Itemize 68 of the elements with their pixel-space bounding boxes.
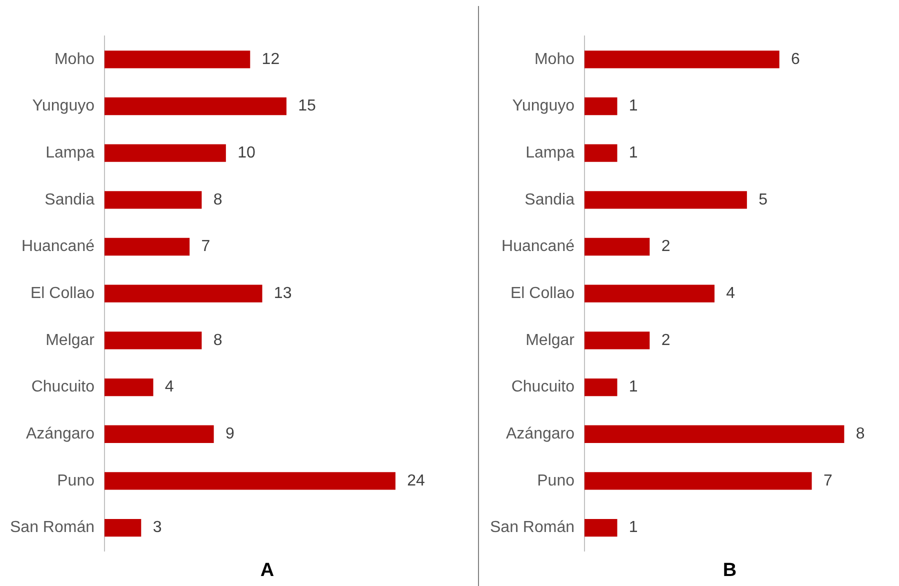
data-label: 4 [164, 378, 174, 396]
bar [584, 238, 650, 256]
data-label: 4 [726, 285, 736, 302]
y-tick-label: Azángaro [506, 426, 575, 443]
data-label: 2 [661, 238, 670, 256]
bar [584, 284, 715, 302]
bar [584, 332, 650, 350]
x-axis-title: A [260, 560, 274, 581]
bar [104, 191, 202, 209]
bar [104, 144, 226, 162]
data-label: 7 [823, 472, 832, 490]
bar [584, 97, 618, 116]
y-tick-label: El Collao [30, 285, 95, 302]
y-tick-label: San Román [490, 519, 574, 536]
y-tick-label: San Román [10, 519, 94, 536]
y-tick-label: Lampa [46, 144, 95, 162]
data-label: 9 [225, 426, 234, 443]
x-axis-title: B [722, 560, 737, 581]
bar [104, 472, 396, 490]
y-tick-label: Chucuito [31, 378, 95, 396]
bar [584, 50, 780, 68]
data-label: 15 [298, 98, 316, 115]
y-tick-label: Huancané [502, 238, 575, 256]
data-label: 2 [661, 332, 670, 349]
bar [584, 425, 844, 443]
y-tick-label: Melgar [46, 332, 96, 349]
data-label: 8 [856, 426, 865, 443]
y-tick-label: Moho [54, 50, 95, 68]
data-label: 13 [274, 285, 292, 302]
y-tick-label: Puno [537, 472, 575, 490]
y-tick-label: Chucuito [511, 378, 575, 396]
y-tick-label: Sandia [524, 191, 575, 208]
bar [104, 518, 142, 537]
y-tick-label: Puno [57, 472, 95, 490]
data-label: 10 [238, 144, 256, 162]
bar [104, 425, 214, 443]
bar [584, 378, 618, 396]
data-label: 24 [407, 472, 426, 490]
bar [104, 378, 154, 396]
y-tick-label: Yunguyo [512, 98, 575, 115]
bar [104, 238, 190, 256]
y-tick-label: Lampa [526, 144, 575, 162]
y-tick-label: Sandia [44, 191, 95, 208]
y-tick-label: Yunguyo [32, 98, 95, 115]
bar [584, 144, 618, 162]
y-tick-label: Moho [534, 50, 575, 68]
bar [104, 284, 262, 302]
bar [104, 332, 202, 350]
y-tick-label: Huancané [22, 238, 95, 256]
bar [584, 191, 747, 209]
data-label: 6 [791, 50, 800, 68]
bar [104, 97, 286, 116]
data-label: 1 [628, 98, 638, 115]
data-label: 8 [213, 191, 222, 208]
data-label: 5 [758, 191, 768, 208]
y-tick-label: El Collao [510, 285, 575, 302]
data-label: 12 [262, 50, 280, 68]
bar [584, 472, 812, 490]
y-tick-label: Azángaro [26, 426, 95, 443]
data-label: 3 [152, 519, 162, 536]
data-label: 1 [628, 519, 638, 536]
bar [104, 50, 250, 68]
y-tick-label: Melgar [526, 332, 576, 349]
data-label: 8 [213, 332, 222, 349]
data-label: 1 [628, 144, 638, 162]
data-label: 1 [628, 378, 638, 396]
bar [584, 518, 618, 537]
data-label: 7 [201, 238, 210, 256]
